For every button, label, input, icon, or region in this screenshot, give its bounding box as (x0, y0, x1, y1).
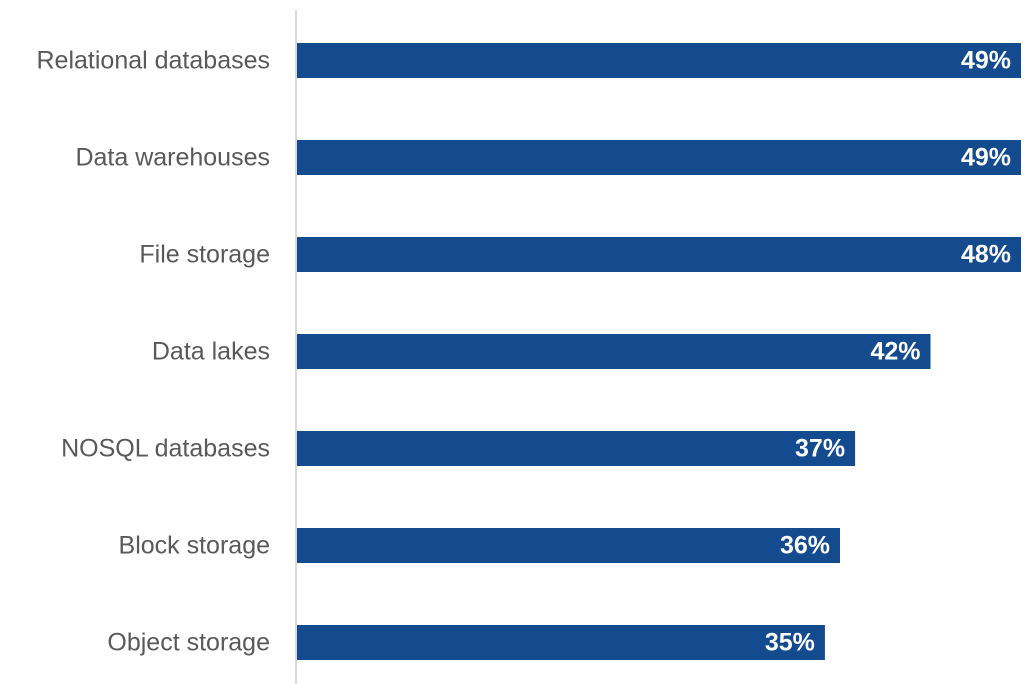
bar-5 (297, 528, 840, 563)
value-label-6: 35% (765, 629, 815, 657)
bar-6 (297, 625, 825, 660)
category-label-6: Object storage (107, 629, 270, 657)
value-label-0: 49% (961, 47, 1011, 75)
category-labels-group: Relational databases Data warehouses File … (37, 47, 271, 657)
value-label-2: 48% (961, 241, 1011, 269)
category-label-1: Data warehouses (75, 144, 270, 172)
value-label-5: 36% (780, 532, 830, 560)
bars-group (297, 43, 1021, 660)
value-label-4: 37% (795, 435, 845, 463)
bar-4 (297, 431, 856, 466)
category-label-2: File storage (139, 241, 270, 269)
category-label-3: Data lakes (152, 338, 270, 366)
value-labels-group: 49% 49% 48% 42% 37% 36% 35% (765, 47, 1011, 657)
bar-0 (297, 43, 1021, 78)
bar-1 (297, 140, 1021, 175)
category-label-4: NOSQL databases (61, 435, 270, 463)
category-label-0: Relational databases (37, 47, 271, 75)
value-label-3: 42% (870, 338, 920, 366)
value-label-1: 49% (961, 144, 1011, 172)
category-label-5: Block storage (119, 532, 270, 560)
bar-2 (297, 237, 1021, 272)
bar-3 (297, 334, 931, 369)
